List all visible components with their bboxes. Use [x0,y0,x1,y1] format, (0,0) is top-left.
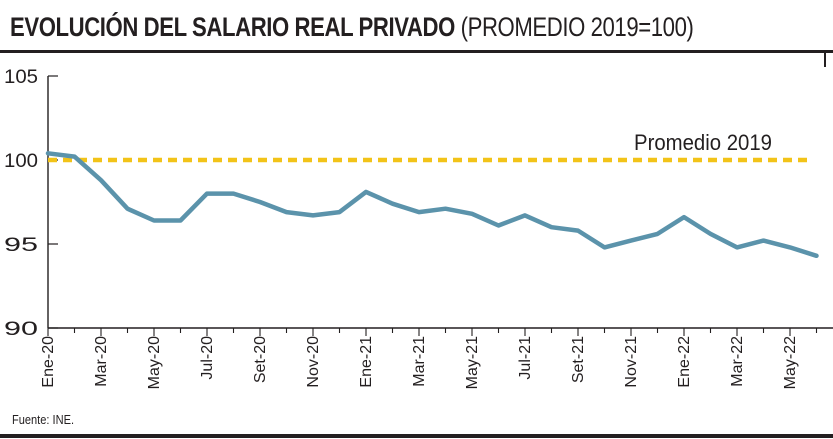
x-tick-label-Set-20: Set-20 [252,336,269,383]
x-tick-label-Mar-20: Mar-20 [93,336,110,387]
data-point-Ago-21 [550,225,554,229]
data-point-Feb-20 [73,155,77,159]
x-tick-label-Ene-22: Ene-22 [676,336,693,388]
x-tick-label-Jul-21: Jul-21 [517,336,534,380]
x-tick-label-Set-21: Set-21 [570,336,587,383]
data-point-Ene-21 [364,190,368,194]
data-point-Ago-20 [232,192,236,196]
chart-title: EVOLUCIÓN DEL SALARIO REAL PRIVADO (PROM… [10,12,694,42]
data-point-May-20 [152,218,156,222]
x-tick-label-Nov-20: Nov-20 [305,336,322,388]
data-point-Ene-22 [682,215,686,219]
x-tick-label-Jul-20: Jul-20 [199,336,216,380]
data-point-Jun-20 [179,218,183,222]
data-point-Mar-20 [99,178,103,182]
y-tick-label-90: 90 [4,319,38,340]
data-point-May-22 [788,245,792,249]
chart-title-main: EVOLUCIÓN DEL SALARIO REAL PRIVADO [10,12,455,42]
data-point-Dic-21 [656,232,660,236]
data-point-Jul-21 [523,213,527,217]
x-tick-label-May-21: May-21 [464,336,481,389]
reference-line-label: Promedio 2019 [634,130,772,155]
x-tick-label-Mar-21: Mar-21 [411,336,428,387]
data-point-Jul-20 [205,192,209,196]
data-point-Oct-21 [603,245,607,249]
x-tick-label-Ene-21: Ene-21 [358,336,375,388]
data-point-Feb-21 [391,202,395,206]
y-tick-label-100: 100 [4,151,38,172]
data-point-Abr-22 [762,239,766,243]
data-point-Abr-20 [126,207,130,211]
series-line [45,151,819,259]
data-point-May-21 [470,212,474,216]
data-point-Set-20 [258,200,262,204]
y-tick-label-95: 95 [4,235,38,256]
data-point-Mar-22 [735,245,739,249]
x-tick-label-Nov-21: Nov-21 [623,336,640,388]
x-tick-label-Mar-22: Mar-22 [729,336,746,387]
bottom-divider [0,434,833,438]
data-point-Set-21 [576,229,580,233]
title-divider [0,50,833,53]
data-point-Mar-21 [417,210,421,214]
data-point-Abr-21 [444,207,448,211]
x-tick-label-May-20: May-20 [146,336,163,389]
x-tick-label-May-22: May-22 [782,336,799,389]
data-point-Nov-21 [629,239,633,243]
data-point-Jun-22 [815,254,819,258]
frame-corner-mark [824,53,826,67]
data-point-Jun-21 [497,224,501,228]
data-point-Ene-20 [46,151,50,155]
data-point-Feb-22 [709,232,713,236]
data-point-Oct-20 [285,210,289,214]
source-note: Fuente: INE. [12,412,75,427]
x-tick-label-Ene-20: Ene-20 [40,336,57,388]
data-point-Dic-20 [338,210,342,214]
data-point-Nov-20 [311,213,315,217]
chart-title-subtitle: (PROMEDIO 2019=100) [460,12,694,42]
y-tick-label-105: 105 [4,67,38,88]
